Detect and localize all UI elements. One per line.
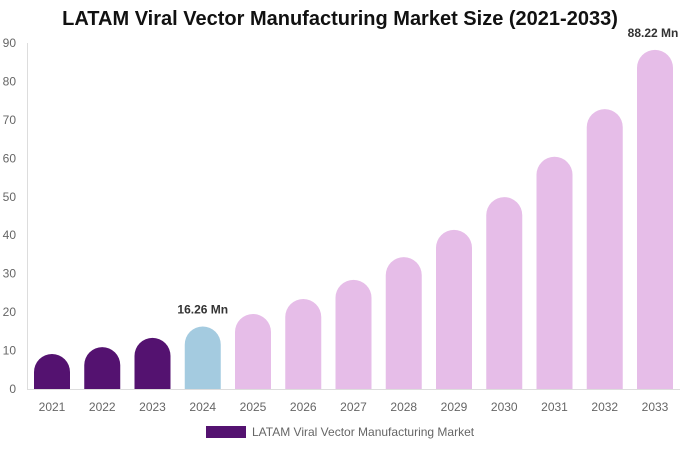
x-tick-label: 2026: [290, 400, 317, 414]
bar-2025: [235, 314, 271, 389]
y-tick-label: 40: [3, 228, 17, 242]
legend-label: LATAM Viral Vector Manufacturing Market: [252, 425, 475, 439]
bar-2027: [335, 279, 372, 389]
y-tick-label: 10: [3, 344, 17, 358]
x-tick-label: 2031: [541, 400, 568, 414]
x-tick-label: 2025: [240, 400, 267, 414]
y-tick-label: 80: [3, 74, 17, 88]
legend[interactable]: LATAM Viral Vector Manufacturing Market: [206, 425, 474, 439]
bar-2028: [385, 257, 422, 389]
x-tick-label: 2021: [39, 400, 66, 414]
y-tick-label: 60: [3, 151, 17, 165]
y-tick-label: 0: [9, 382, 16, 396]
data-label: 16.26 Mn: [177, 302, 228, 316]
x-tick-label: 2032: [591, 400, 618, 414]
data-label: 88.22 Mn: [628, 26, 679, 40]
x-tick-label: 2033: [642, 400, 669, 414]
x-tick-label: 2028: [390, 400, 417, 414]
bar-2021: [34, 354, 70, 389]
bar-2031: [536, 156, 573, 389]
x-tick-label: 2030: [491, 400, 518, 414]
x-tick-label: 2024: [189, 400, 216, 414]
bar-2024: [184, 326, 221, 389]
y-tick-label: 50: [3, 190, 17, 204]
bar-2033: [637, 49, 673, 389]
chart-title: LATAM Viral Vector Manufacturing Market …: [62, 8, 618, 30]
bar-2029: [436, 229, 472, 389]
x-tick-label: 2023: [139, 400, 166, 414]
y-tick-label: 70: [3, 113, 17, 127]
bar-2023: [134, 337, 171, 389]
y-tick-label: 30: [3, 267, 17, 281]
x-tick-label: 2022: [89, 400, 116, 414]
bar-2026: [285, 299, 322, 389]
bar-2022: [84, 347, 121, 389]
x-tick-label: 2027: [340, 400, 367, 414]
y-tick-label: 90: [3, 36, 17, 50]
bar-2030: [486, 197, 523, 389]
y-tick-label: 20: [3, 305, 17, 319]
bar-2032: [586, 109, 623, 389]
legend-swatch: [206, 426, 246, 438]
x-tick-label: 2029: [441, 400, 468, 414]
